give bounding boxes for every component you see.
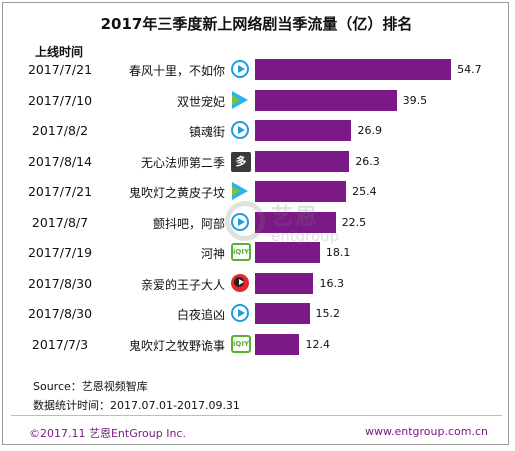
category-label: 河神 xyxy=(200,247,225,261)
date-label: 2017/8/30 xyxy=(27,275,93,291)
bar xyxy=(255,120,352,141)
date-label: 2017/7/19 xyxy=(27,245,93,260)
bar xyxy=(255,211,336,233)
mango-tv-icon xyxy=(231,273,249,292)
value-label: 16.3 xyxy=(319,276,344,290)
value-label: 25.4 xyxy=(352,185,377,198)
value-label: 22.5 xyxy=(341,215,367,229)
date-label: 2017/7/21 xyxy=(27,62,93,77)
category-label: 亲爱的王子大人 xyxy=(140,277,225,292)
bar xyxy=(255,150,350,172)
value-label: 26.9 xyxy=(357,124,382,137)
category-label: 春风十里，不如你 xyxy=(128,64,225,78)
value-label: 54.7 xyxy=(457,63,482,76)
category-label: 镇魂街 xyxy=(188,125,225,139)
value-label: 15.2 xyxy=(315,307,341,320)
chart-title: 2017年三季度新上网络剧当季流量（亿）排名 xyxy=(100,15,413,33)
bar xyxy=(255,59,452,80)
value-label: 26.3 xyxy=(355,154,380,168)
value-label: 18.1 xyxy=(325,246,351,259)
value-label: 39.5 xyxy=(402,93,428,107)
category-label: 鬼吹灯之牧野诡事 xyxy=(128,338,225,353)
value-label: 12.4 xyxy=(305,337,330,351)
bar xyxy=(255,181,347,202)
stats-period-note: 数据统计时间：2017.07.01-2017.09.31 xyxy=(33,399,240,412)
tencent-video-icon xyxy=(231,212,249,231)
footer-copyright: ©2017.11 艺恩EntGroup Inc. xyxy=(29,427,186,440)
category-label: 鬼吹灯之黄皮子坟 xyxy=(128,186,225,200)
youku-icon xyxy=(231,90,249,109)
date-label: 2017/8/2 xyxy=(31,123,89,138)
footer-website[interactable]: www.entgroup.com.cn xyxy=(365,425,488,438)
category-label: 双世宠妃 xyxy=(176,94,225,109)
category-label: 白夜追凶 xyxy=(176,308,225,322)
date-label: 2017/8/14 xyxy=(27,153,93,169)
bar xyxy=(255,303,310,324)
tencent-video-icon xyxy=(231,121,249,139)
category-label: 颤抖吧，阿部 xyxy=(152,216,225,231)
tencent-video-icon xyxy=(231,60,249,78)
footer-divider xyxy=(11,415,502,416)
bar xyxy=(255,272,314,294)
date-column-header: 上线时间 xyxy=(35,45,84,59)
iqiyi-icon: iQIYI xyxy=(231,243,252,261)
chart-frame: 2017年三季度新上网络剧当季流量（亿）排名 上线时间 2017/7/21 春风十… xyxy=(2,2,509,445)
date-label: 2017/7/3 xyxy=(31,336,89,352)
iqiyi-icon: iQIYI xyxy=(231,334,252,353)
category-label: 无心法师第二季 xyxy=(140,155,225,170)
youku-icon xyxy=(231,182,249,200)
date-label: 2017/8/30 xyxy=(27,306,93,321)
date-label: 2017/7/10 xyxy=(27,92,93,108)
bar xyxy=(255,89,397,111)
source-note: Source：艺恩视频智库 xyxy=(33,380,148,393)
tencent-video-icon xyxy=(231,304,249,322)
date-label: 2017/7/21 xyxy=(27,184,93,199)
bar xyxy=(255,333,300,355)
bar xyxy=(255,242,320,263)
date-label: 2017/8/7 xyxy=(31,214,89,230)
multi-platform-icon: 多 xyxy=(231,151,251,172)
